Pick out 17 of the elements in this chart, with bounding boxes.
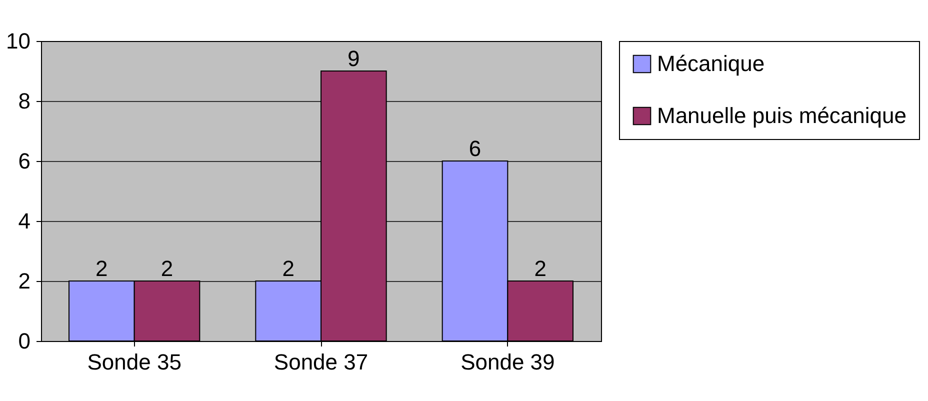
- x-tick-label: Sonde 37: [274, 350, 368, 374]
- y-tick-label: 0: [18, 328, 30, 354]
- data-label: 2: [160, 256, 174, 281]
- x-tick-label: Sonde 35: [87, 350, 182, 374]
- data-label: 2: [96, 256, 108, 281]
- y-tick-label: 6: [18, 148, 30, 174]
- data-label: 2: [534, 256, 546, 281]
- legend-label: Manuelle puis mécanique: [657, 103, 906, 128]
- y-tick-label: 4: [18, 208, 30, 234]
- data-label: 9: [348, 46, 360, 71]
- x-tick-label: Sonde 39: [460, 350, 555, 374]
- data-label: 6: [468, 136, 482, 161]
- legend-label: Mécanique: [657, 51, 765, 76]
- y-tick-label: 2: [18, 268, 30, 294]
- y-tick-label: 10: [6, 28, 30, 54]
- y-tick-label: 8: [18, 88, 30, 114]
- data-label: 2: [282, 256, 294, 281]
